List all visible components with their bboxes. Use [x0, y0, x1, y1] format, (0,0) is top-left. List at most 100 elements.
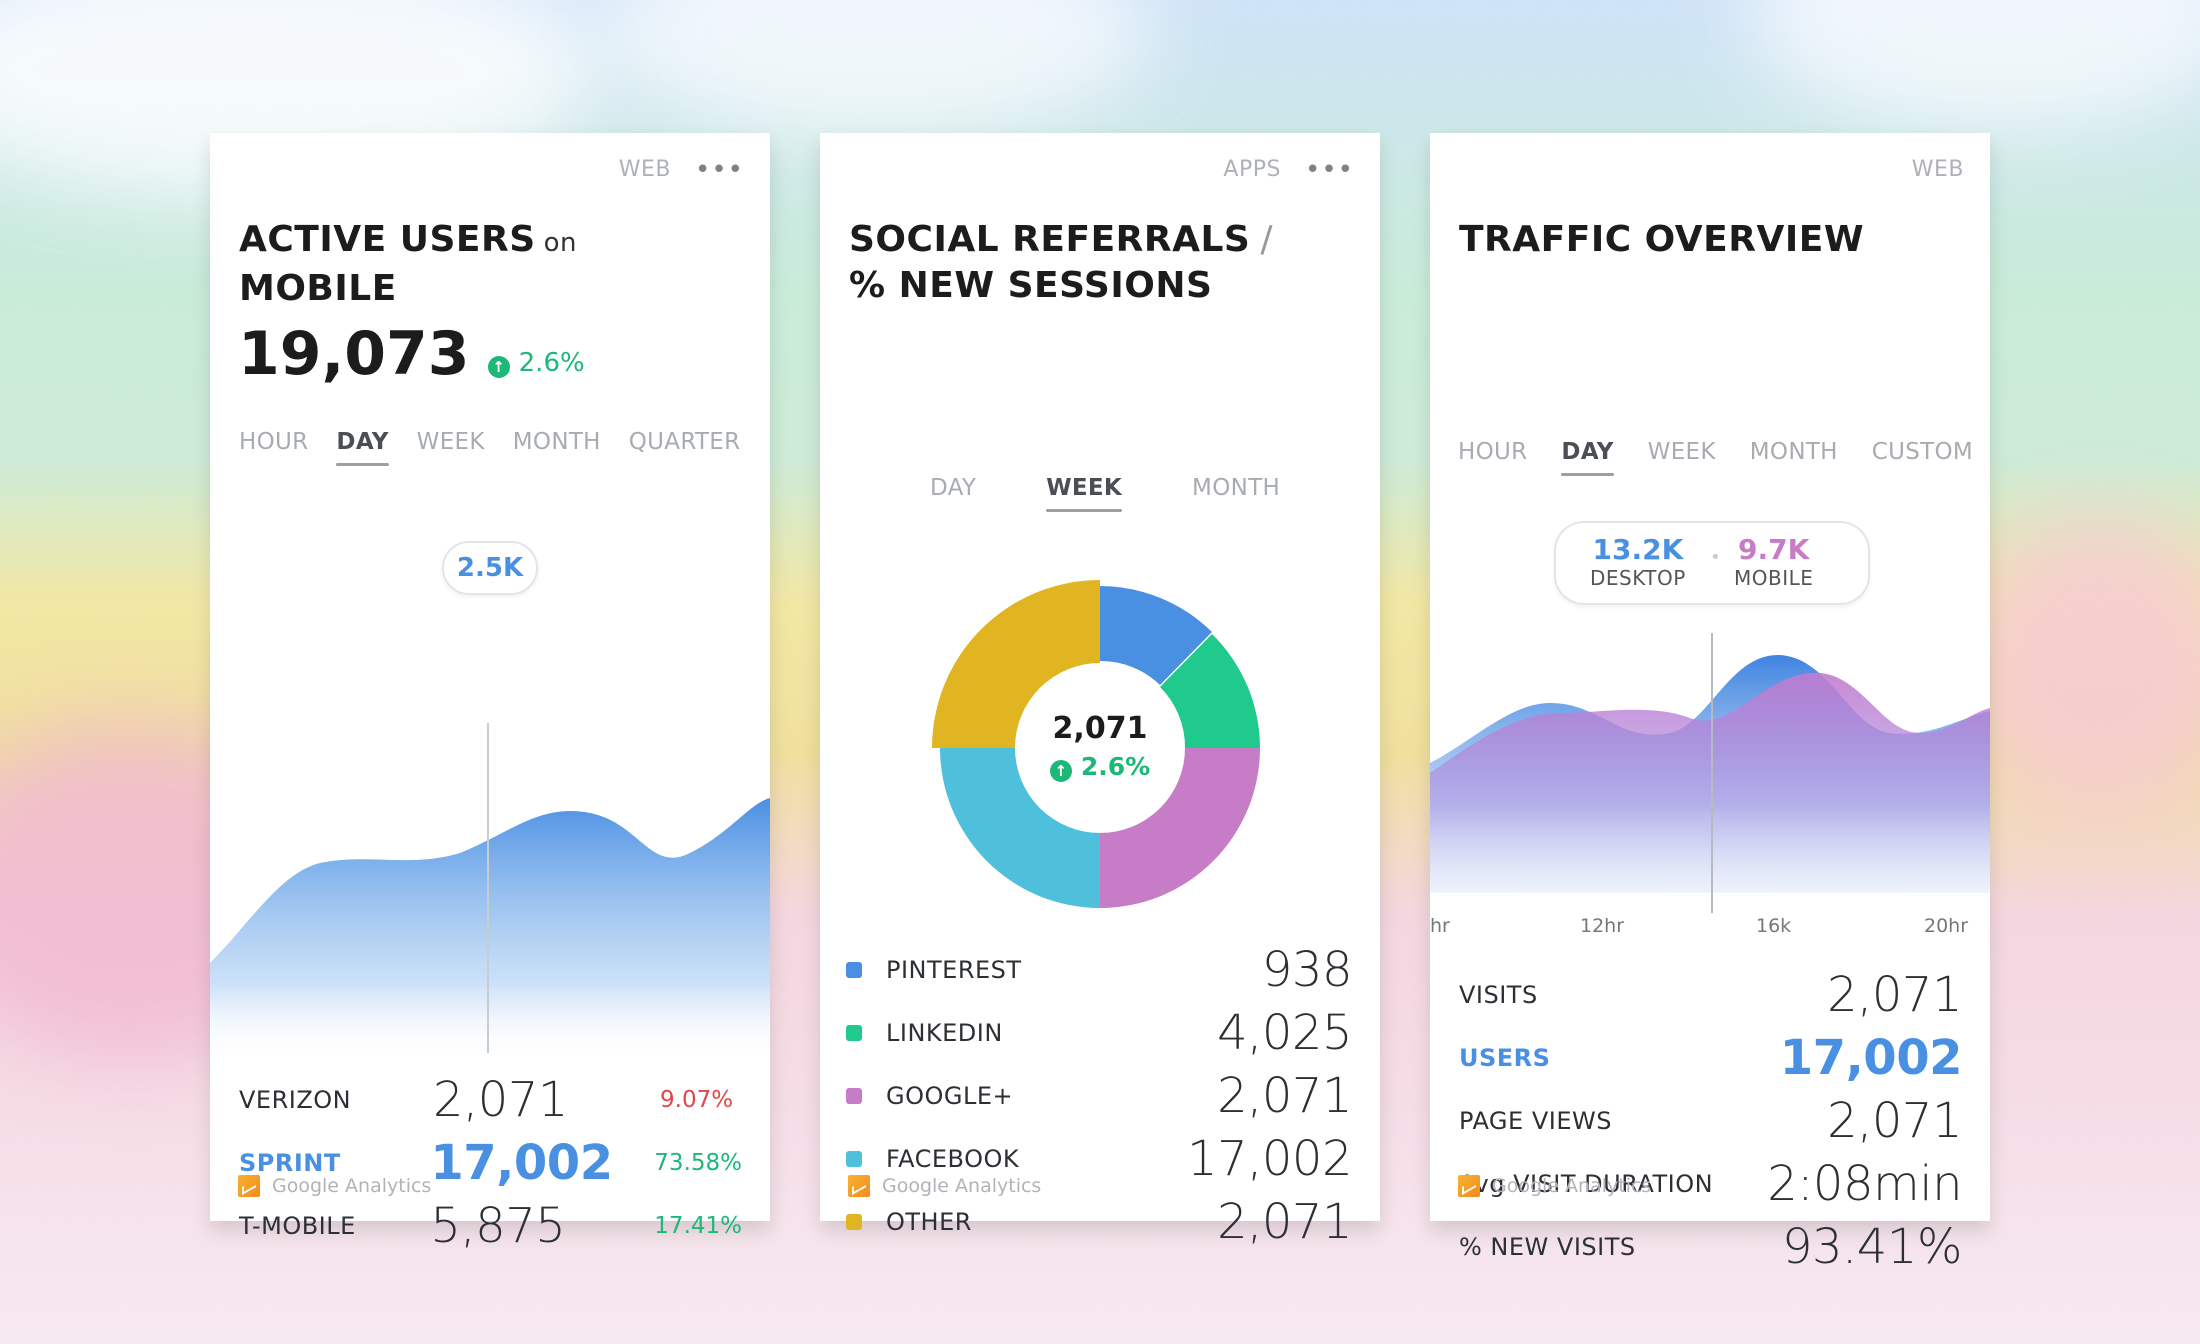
card-footer: Google Analytics — [848, 1175, 1041, 1197]
metric-value: 2,071 — [1827, 1093, 1962, 1149]
tab-week[interactable]: WEEK — [1046, 475, 1123, 512]
metric-label: VISITS — [1459, 981, 1538, 1009]
legend-value: 938 — [1261, 942, 1353, 998]
title-line2: MOBILE — [239, 268, 397, 309]
legend-swatch — [846, 1088, 862, 1104]
footer-text: Google Analytics — [272, 1175, 432, 1197]
legend-swatch — [846, 962, 862, 978]
card-footer: Google Analytics — [1458, 1175, 1651, 1197]
tab-day[interactable]: DAY — [930, 475, 977, 501]
mobile-value: 9.7K — [1738, 533, 1810, 566]
metric-row[interactable]: % NEW VISITS 93.41% — [1459, 1218, 1963, 1276]
tab-custom[interactable]: CUSTOM — [1871, 439, 1974, 465]
dual-area-chart — [1430, 633, 1990, 913]
card-footer: Google Analytics — [238, 1175, 431, 1197]
donut-slice-linkedin — [1160, 634, 1260, 748]
legend-swatch — [846, 1151, 862, 1167]
metric-label: Avg VISIT DURATION — [1459, 1170, 1714, 1198]
hover-tooltip: 2.5K — [442, 541, 538, 595]
x-tick: 16k — [1756, 915, 1792, 937]
legend-value: 4,025 — [1217, 1005, 1352, 1061]
legend-label: GOOGLE+ — [886, 1082, 1014, 1110]
carrier-value: 2,071 — [433, 1072, 568, 1128]
carrier-label: VERIZON — [239, 1086, 352, 1114]
analytics-chart-icon — [238, 1175, 260, 1197]
tooltip-value: 2.5K — [456, 553, 524, 583]
tooltip-desktop: 13.2K DESKTOP — [1590, 533, 1686, 590]
carrier-row[interactable]: VERIZON 2,071 9.07% — [239, 1071, 742, 1129]
carrier-label: T-MOBILE — [239, 1212, 356, 1240]
change-value: 2.6% — [518, 348, 585, 378]
period-tabs: HOUR DAY WEEK MONTH CUSTOM — [1458, 439, 1974, 476]
active-users-card: WEB ••• ACTIVE USERS on MOBILE 19,073 ↑ 2… — [210, 133, 770, 1254]
card-topbar: APPS ••• — [1223, 154, 1354, 185]
carrier-pct: 17.41% — [654, 1213, 742, 1239]
legend-item[interactable]: OTHER 2,071 — [846, 1193, 1352, 1251]
tab-hour[interactable]: HOUR — [1458, 439, 1528, 465]
tab-day[interactable]: DAY — [336, 429, 389, 466]
metric-row[interactable]: PAGE VIEWS 2,071 — [1459, 1092, 1962, 1150]
traffic-overview-card: WEB TRAFFIC OVERVIEW HOUR DAY WEEK MONTH… — [1430, 133, 1990, 1275]
tab-month[interactable]: MONTH — [1749, 439, 1838, 465]
metric-label: USERS — [1459, 1044, 1551, 1072]
desktop-label: DESKTOP — [1590, 566, 1686, 590]
background-blob — [600, 0, 1150, 140]
title-slash: / — [1260, 219, 1273, 260]
metric-row[interactable]: VISITS 2,071 — [1459, 966, 1962, 1024]
carrier-row[interactable]: T-MOBILE 5,875 17.41% — [239, 1197, 742, 1255]
change-badge: ↑ 2.6% — [487, 348, 585, 378]
legend-label: FACEBOOK — [886, 1145, 1020, 1173]
legend-label: OTHER — [886, 1208, 972, 1236]
mobile-series — [1430, 672, 1990, 893]
legend-item[interactable]: FACEBOOK 17,002 — [846, 1130, 1352, 1188]
card-title: ACTIVE USERS on MOBILE — [239, 217, 577, 312]
metric-value: 17,002 — [1779, 1030, 1963, 1086]
x-tick: 12hr — [1580, 915, 1625, 937]
metric-label: PAGE VIEWS — [1459, 1107, 1612, 1135]
background-blob — [1950, 520, 2200, 820]
platform-tag: WEB — [618, 157, 671, 182]
legend-item[interactable]: PINTEREST 938 — [846, 941, 1353, 999]
center-change: ↑ 2.6% — [1020, 752, 1180, 782]
legend-swatch — [846, 1025, 862, 1041]
metric-label: % NEW VISITS — [1459, 1233, 1636, 1261]
donut-slice-other — [932, 580, 1100, 748]
legend-item[interactable]: GOOGLE+ 2,071 — [846, 1067, 1352, 1125]
legend-value: 2,071 — [1217, 1068, 1352, 1124]
tab-day[interactable]: DAY — [1561, 439, 1614, 476]
metric-value: 2,071 — [1827, 967, 1962, 1023]
period-tabs: DAY WEEK MONTH — [930, 475, 1281, 512]
metric-row[interactable]: USERS 17,002 — [1459, 1029, 1963, 1087]
x-tick: 20hr — [1924, 915, 1969, 937]
legend-value: 17,002 — [1187, 1131, 1352, 1187]
donut-center: 2,071 ↑ 2.6% — [1020, 711, 1180, 782]
tab-quarter[interactable]: QUARTER — [628, 429, 741, 455]
x-tick: hr — [1430, 915, 1450, 937]
arrow-up-icon: ↑ — [487, 355, 510, 378]
title-sub: on — [543, 228, 578, 258]
mobile-label: MOBILE — [1734, 566, 1814, 590]
legend-label: PINTEREST — [886, 956, 1022, 984]
tab-month[interactable]: MONTH — [1192, 475, 1281, 501]
tab-week[interactable]: WEEK — [416, 429, 485, 455]
more-dots-icon[interactable]: ••• — [1304, 154, 1354, 185]
metric-row[interactable]: Avg VISIT DURATION 2:08min — [1459, 1155, 1962, 1213]
tab-week[interactable]: WEEK — [1647, 439, 1716, 465]
social-referrals-card: APPS ••• SOCIAL REFERRALS / % NEW SESSION… — [820, 133, 1380, 1250]
carrier-row[interactable]: SPRINT 17,002 73.58% — [239, 1134, 742, 1192]
legend-value: 2,071 — [1217, 1194, 1352, 1250]
center-value: 2,071 — [1052, 711, 1148, 746]
platform-tag: WEB — [1911, 157, 1964, 182]
tooltip-separator: • — [1710, 547, 1721, 568]
card-topbar: WEB — [1912, 157, 1964, 182]
tooltip-mobile: 9.7K MOBILE — [1734, 533, 1813, 590]
area-series — [210, 798, 770, 1063]
platform-tag: APPS — [1223, 157, 1281, 182]
more-dots-icon[interactable]: ••• — [694, 154, 744, 185]
tab-hour[interactable]: HOUR — [239, 429, 309, 455]
tab-month[interactable]: MONTH — [512, 429, 601, 455]
legend-item[interactable]: LINKEDIN 4,025 — [846, 1004, 1352, 1062]
desktop-value: 13.2K — [1592, 533, 1684, 566]
big-value: 19,073 — [238, 319, 470, 389]
area-chart — [210, 723, 770, 1063]
